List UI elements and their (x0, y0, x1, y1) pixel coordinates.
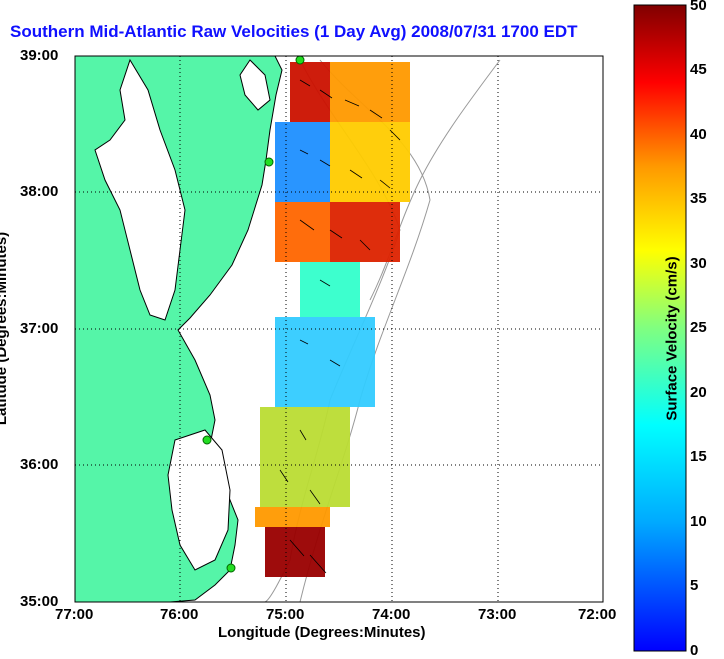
radar-stations (202, 56, 305, 573)
x-tick: 76:00 (160, 606, 199, 623)
y-axis-label: Latitude (Degrees:Minutes) (0, 231, 11, 426)
colorbar-tick: 10 (690, 513, 707, 530)
colorbar-tick: 5 (690, 577, 699, 594)
grid (75, 56, 603, 602)
y-tick: 39:00 (20, 47, 59, 64)
map-area[interactable] (75, 56, 603, 602)
x-tick: 73:00 (478, 606, 517, 623)
x-tick: 77:00 (55, 606, 94, 623)
colorbar-tick: 45 (690, 61, 707, 78)
colorbar (633, 4, 687, 652)
velocity-vectors (279, 79, 401, 574)
y-tick: 38:00 (20, 183, 59, 200)
x-axis-label: Longitude (Degrees:Minutes) (218, 624, 426, 641)
x-tick: 74:00 (372, 606, 411, 623)
colorbar-tick: 40 (690, 126, 707, 143)
velocity-field (255, 62, 410, 577)
chesapeake-bay (94, 58, 186, 321)
colorbar-tick: 35 (690, 190, 707, 207)
colorbar-label: Surface Velocity (cm/s) (663, 256, 681, 421)
map-frame (74, 55, 604, 603)
colorbar-tick: 50 (690, 0, 707, 14)
x-tick: 75:00 (266, 606, 305, 623)
delaware-bay (239, 59, 271, 111)
chart-title: Southern Mid-Atlantic Raw Velocities (1 … (10, 22, 578, 41)
y-tick: 36:00 (20, 456, 59, 473)
colorbar-tick: 20 (690, 384, 707, 401)
y-tick: 37:00 (20, 320, 59, 337)
colorbar-tick: 15 (690, 448, 707, 465)
y-tick: 35:00 (20, 593, 59, 610)
colorbar-tick: 0 (690, 642, 699, 659)
colorbar-tick: 30 (690, 255, 707, 272)
x-tick: 72:00 (578, 606, 617, 623)
colorbar-tick: 25 (690, 319, 707, 336)
